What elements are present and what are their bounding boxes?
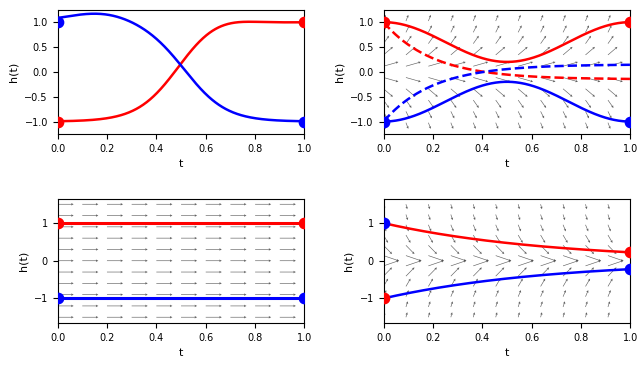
Point bbox=[300, 220, 310, 226]
Point bbox=[378, 19, 388, 25]
Point bbox=[300, 19, 310, 25]
Point bbox=[52, 220, 63, 226]
Y-axis label: h(t): h(t) bbox=[344, 251, 354, 271]
Y-axis label: h(t): h(t) bbox=[335, 62, 345, 82]
Point bbox=[625, 19, 636, 25]
Point bbox=[378, 220, 388, 226]
Point bbox=[52, 295, 63, 301]
Point bbox=[378, 118, 388, 124]
Point bbox=[52, 19, 63, 25]
Point bbox=[378, 295, 388, 301]
X-axis label: t: t bbox=[179, 159, 183, 169]
Y-axis label: h(t): h(t) bbox=[18, 251, 28, 271]
Point bbox=[625, 249, 636, 256]
X-axis label: t: t bbox=[179, 348, 183, 358]
Point bbox=[625, 118, 636, 124]
Y-axis label: h(t): h(t) bbox=[9, 62, 19, 82]
Point bbox=[300, 118, 310, 124]
Point bbox=[625, 266, 636, 272]
Point bbox=[300, 295, 310, 301]
X-axis label: t: t bbox=[505, 159, 509, 169]
X-axis label: t: t bbox=[505, 348, 509, 358]
Point bbox=[52, 118, 63, 124]
